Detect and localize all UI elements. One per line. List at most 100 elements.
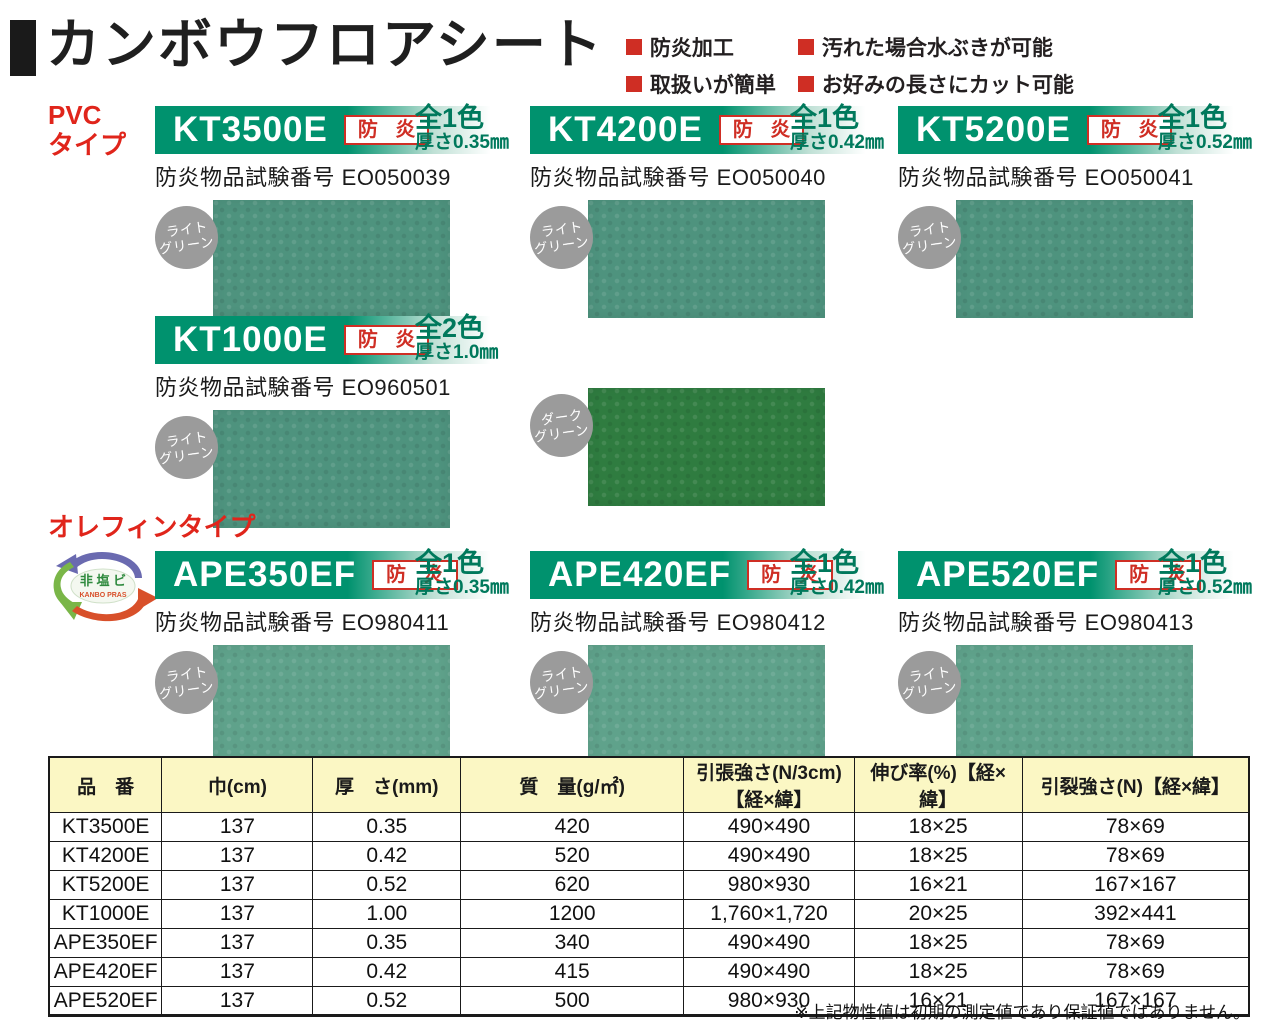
color-label-circle: ダーク グリーン	[530, 394, 593, 457]
color-swatch	[588, 200, 825, 318]
spec-table: 品 番 巾(cm) 厚 さ(mm) 質 量(g/㎡) 引張強さ(N/3cm)【経…	[48, 756, 1250, 1017]
section-label-pvc: PVC タイプ	[48, 100, 126, 160]
cert-label: 防炎物品試験番号	[898, 165, 1079, 190]
feature-item: 汚れた場合水ぶきが可能	[797, 32, 1074, 62]
product-code: APE520EF	[916, 555, 1100, 594]
table-cell: 490×490	[683, 812, 855, 842]
thickness: 厚さ1.0㎜	[415, 342, 499, 363]
col-header-elongation: 伸び率(%)【経×緯】	[853, 756, 1023, 813]
fire-retardant-badge: 防 炎	[718, 115, 805, 145]
table-cell: 78×69	[1021, 812, 1250, 842]
product-spec: 全1色 厚さ0.52㎜	[1158, 104, 1255, 153]
table-cell: 490×490	[683, 928, 855, 958]
color-swatch	[588, 388, 825, 506]
cert-label: 防炎物品試験番号	[155, 165, 336, 190]
table-row: KT1000E 137 1.00 1200 1,760×1,720 20×25 …	[48, 899, 1250, 929]
cert-number: EO960501	[341, 375, 451, 400]
table-cell: 980×930	[683, 986, 855, 1016]
logo-sublabel: KANBO PRAS	[79, 592, 126, 599]
feature-label: お好みの長さにカット可能	[821, 74, 1074, 97]
feature-item: お好みの長さにカット可能	[797, 69, 1074, 99]
cert-line: 防炎物品試験番号 EO050040	[530, 160, 887, 192]
color-label-circle: ライト グリーン	[155, 416, 218, 479]
product-card-ape420ef: APE420EF 防 炎 全1色 厚さ0.42㎜ 防炎物品試験番号 EO9804…	[530, 549, 887, 770]
table-cell: 137	[161, 870, 314, 900]
feature-list: 防炎加工 汚れた場合水ぶきが可能 取扱いが簡単 お好みの長さにカット可能	[625, 32, 1074, 99]
table-cell: 18×25	[853, 957, 1023, 987]
table-row: KT3500E 137 0.35 420 490×490 18×25 78×69	[48, 812, 1250, 842]
product-banner: APE520EF 防 炎 全1色 厚さ0.52㎜	[898, 548, 1255, 599]
product-spec: 全1色 厚さ0.35㎜	[415, 104, 512, 153]
footnote: ※上記物性値は初期の測定値であり保証値ではありません。	[794, 1003, 1250, 1022]
page-title: カンボウフロアシート	[46, 15, 604, 75]
cert-line: 防炎物品試験番号 EO980413	[898, 605, 1255, 637]
table-cell: 0.35	[312, 812, 462, 842]
table-cell: 167×167	[1021, 870, 1250, 900]
swatch-row: ライト グリーン	[155, 645, 512, 770]
color-count: 全1色	[1158, 548, 1228, 578]
col-header-thickness: 厚 さ(mm)	[312, 756, 462, 813]
cert-label: 防炎物品試験番号	[155, 610, 336, 635]
product-banner: KT4200E 防 炎 全1色 厚さ0.42㎜	[530, 103, 887, 154]
table-header-row: 品 番 巾(cm) 厚 さ(mm) 質 量(g/㎡) 引張強さ(N/3cm)【経…	[48, 756, 1250, 813]
color-swatch	[588, 645, 825, 763]
table-cell: 500	[460, 986, 685, 1016]
square-bullet-icon	[625, 39, 642, 55]
table-cell: 520	[460, 841, 685, 871]
table-cell: 1.00	[312, 899, 462, 929]
fire-retardant-badge: 防 炎	[747, 560, 833, 590]
product-banner: KT3500E 防 炎 全1色 厚さ0.35㎜	[155, 104, 512, 154]
logo-label: 非 塩 ビ	[80, 573, 126, 588]
table-cell: 16×21	[853, 870, 1023, 900]
product-spec: 全1色 厚さ0.35㎜	[415, 549, 512, 598]
product-code: APE420EF	[548, 555, 732, 594]
cert-label: 防炎物品試験番号	[530, 165, 711, 190]
feature-item: 取扱いが簡単	[625, 69, 776, 99]
color-label-circle: ライト グリーン	[530, 651, 593, 714]
product-code: KT5200E	[916, 110, 1071, 149]
product-spec: 全2色 厚さ1.0㎜	[415, 314, 512, 363]
table-cell: KT3500E	[48, 812, 163, 842]
spec-table-body: KT3500E 137 0.35 420 490×490 18×25 78×69…	[48, 812, 1250, 1016]
cert-label: 防炎物品試験番号	[530, 610, 711, 635]
cert-number: EO980411	[341, 610, 450, 635]
cert-line: 防炎物品試験番号 EO050041	[898, 160, 1255, 192]
fire-retardant-badge: 防 炎	[343, 115, 430, 145]
product-code: KT3500E	[173, 110, 328, 149]
table-cell: 137	[161, 928, 314, 958]
table-cell: 18×25	[853, 812, 1023, 842]
product-card-ape520ef: APE520EF 防 炎 全1色 厚さ0.52㎜ 防炎物品試験番号 EO9804…	[898, 548, 1255, 770]
color-swatch	[956, 645, 1193, 763]
swatch-row: ライト グリーン	[898, 200, 1255, 325]
color-count: 全2色	[415, 313, 485, 343]
table-cell: 137	[161, 841, 314, 871]
cert-number: EO050040	[716, 165, 826, 190]
thickness: 厚さ0.52㎜	[1158, 577, 1252, 598]
color-swatch	[956, 200, 1193, 318]
square-bullet-icon	[797, 39, 814, 55]
table-cell: 78×69	[1021, 957, 1250, 987]
cert-label: 防炎物品試験番号	[155, 375, 336, 400]
table-cell: 415	[460, 957, 685, 987]
square-bullet-icon	[625, 76, 642, 92]
table-row: APE520EF 137 0.52 500 980×930 16×21 167×…	[48, 986, 1250, 1016]
table-cell: 0.52	[312, 870, 462, 900]
table-cell: KT4200E	[48, 841, 163, 871]
table-cell: 0.42	[312, 957, 462, 987]
table-cell: 78×69	[1021, 928, 1250, 958]
recycle-arrows-icon: 非 塩 ビ KANBO PRAS	[53, 552, 158, 622]
product-banner: APE350EF 防 炎 全1色 厚さ0.35㎜	[155, 549, 512, 599]
product-code: APE350EF	[173, 555, 357, 594]
col-header-tear-strength: 引裂強さ(N)【経×緯】	[1021, 756, 1250, 813]
table-cell: 392×441	[1021, 899, 1250, 929]
swatch-row: ライト グリーン	[155, 410, 512, 535]
col-header-tensile: 引張強さ(N/3cm)【経×緯】	[683, 756, 855, 813]
table-row: KT5200E 137 0.52 620 980×930 16×21 167×1…	[48, 870, 1250, 900]
cert-label: 防炎物品試験番号	[898, 610, 1079, 635]
fire-retardant-badge: 防 炎	[1086, 115, 1173, 145]
color-count: 全1色	[790, 103, 860, 133]
table-row: KT4200E 137 0.42 520 490×490 18×25 78×69	[48, 841, 1250, 871]
table-cell: 0.35	[312, 928, 462, 958]
color-swatch	[213, 410, 450, 528]
cert-number: EO980413	[1084, 610, 1194, 635]
